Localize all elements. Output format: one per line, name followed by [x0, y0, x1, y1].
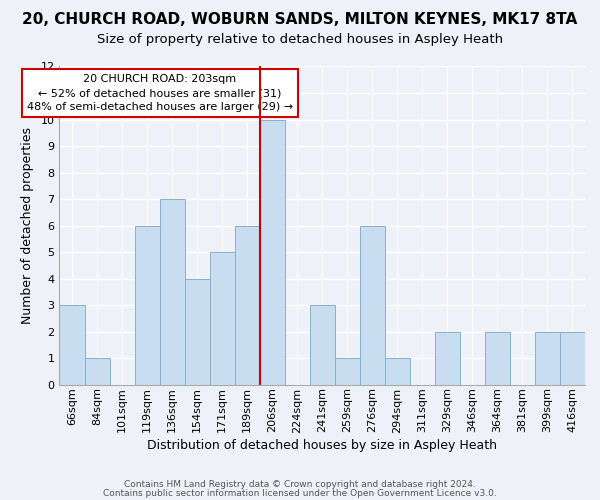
Text: Contains public sector information licensed under the Open Government Licence v3: Contains public sector information licen…: [103, 488, 497, 498]
Bar: [360, 226, 385, 384]
Bar: [85, 358, 110, 384]
Bar: [485, 332, 510, 384]
Bar: [59, 305, 85, 384]
Text: 20, CHURCH ROAD, WOBURN SANDS, MILTON KEYNES, MK17 8TA: 20, CHURCH ROAD, WOBURN SANDS, MILTON KE…: [22, 12, 578, 28]
Y-axis label: Number of detached properties: Number of detached properties: [20, 127, 34, 324]
Bar: [335, 358, 360, 384]
Bar: [160, 199, 185, 384]
Bar: [385, 358, 410, 384]
Bar: [134, 226, 160, 384]
Bar: [560, 332, 585, 384]
Text: Contains HM Land Registry data © Crown copyright and database right 2024.: Contains HM Land Registry data © Crown c…: [124, 480, 476, 489]
Bar: [209, 252, 235, 384]
Bar: [235, 226, 260, 384]
Bar: [185, 278, 209, 384]
X-axis label: Distribution of detached houses by size in Aspley Heath: Distribution of detached houses by size …: [147, 440, 497, 452]
Bar: [535, 332, 560, 384]
Bar: [260, 120, 285, 384]
Bar: [310, 305, 335, 384]
Text: 20 CHURCH ROAD: 203sqm  
← 52% of detached houses are smaller (31)
48% of semi-d: 20 CHURCH ROAD: 203sqm ← 52% of detached…: [26, 74, 293, 112]
Text: Size of property relative to detached houses in Aspley Heath: Size of property relative to detached ho…: [97, 32, 503, 46]
Bar: [435, 332, 460, 384]
